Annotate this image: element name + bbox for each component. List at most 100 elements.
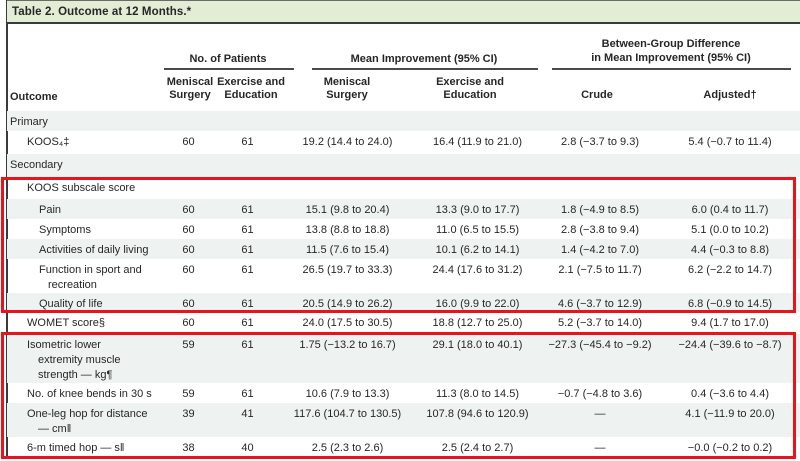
row-label: Secondary <box>7 154 162 177</box>
row-label-line: Secondary <box>10 159 63 171</box>
row-label: Function in sport and recreation <box>7 259 162 293</box>
table-cell <box>162 111 215 131</box>
group-header-between-group-line1: Between-Group Difference <box>601 38 741 50</box>
row-label: WOMET score§ <box>7 312 162 334</box>
table-row: Function in sport and recreation 60 61 26.5 … <box>7 259 800 293</box>
table-cell: 29.1 (18.0 to 40.1) <box>432 339 523 351</box>
table-cell: 59 <box>182 339 195 351</box>
table-cell: 117.6 (104.7 to 130.5) <box>293 408 402 420</box>
column-header-outcome: Outcome <box>10 91 58 103</box>
table-cell: 6.8 (−0.9 to 14.5) <box>687 298 773 310</box>
row-label: Pain <box>7 199 162 219</box>
table-cell: 16.0 (9.9 to 22.0) <box>435 298 520 310</box>
table-row: One-leg hop for distance — cm‖ 39 41 117.6 (… <box>7 403 800 437</box>
table-cell: — <box>594 442 606 454</box>
table-cell: 59 <box>182 388 195 400</box>
table-cell: 40 <box>241 442 254 454</box>
row-label: KOOS₄‡ <box>7 131 162 154</box>
row-label: Symptoms <box>7 219 162 239</box>
group-rule-mean <box>312 68 538 70</box>
subheader-exercise-education-n: Exercise and Education <box>217 76 285 101</box>
row-label-line: Primary <box>10 116 48 128</box>
row-label-line: KOOS subscale score <box>27 182 136 194</box>
table-row: KOOS₄‡ 60 61 19.2 (14.4 to 24.0) 16.4 (11.9 … <box>7 131 800 154</box>
table-cell: 60 <box>182 136 195 148</box>
table-cell: 19.2 (14.4 to 24.0) <box>302 136 393 148</box>
row-label-line: WOMET score§ <box>27 317 106 329</box>
table-cell <box>280 154 415 177</box>
row-label-line: recreation <box>48 279 97 291</box>
table-cell: 2.1 (−7.5 to 11.7) <box>558 264 642 276</box>
row-label-line: One-leg hop for distance <box>27 408 148 420</box>
table-cell: 61 <box>241 224 254 236</box>
row-label-line: Function in sport and <box>39 264 142 276</box>
table-cell <box>280 177 415 199</box>
table-cell: 5.2 (−3.7 to 14.0) <box>557 317 643 329</box>
table-cell <box>162 154 215 177</box>
table-cell: 60 <box>182 204 195 216</box>
table-cell <box>215 177 280 199</box>
table-cell: 11.5 (7.6 to 15.4) <box>306 244 389 256</box>
table-cell: 24.4 (17.6 to 31.2) <box>432 264 523 276</box>
table-cell <box>660 111 800 131</box>
row-label: KOOS subscale score <box>7 177 162 199</box>
table-cell: 18.8 (12.7 to 25.0) <box>432 317 523 329</box>
table-cell: 4.6 (−3.7 to 12.9) <box>557 298 643 310</box>
table-cell: 60 <box>182 224 195 236</box>
subheader-meniscal-surgery-n: Meniscal Surgery <box>166 76 214 101</box>
table-cell: 13.8 (8.8 to 18.8) <box>305 224 390 236</box>
table-title-bar: Table 2. Outcome at 12 Months.* <box>7 0 800 24</box>
group-header-no-of-patients: No. of Patients <box>189 53 267 65</box>
table-cell <box>660 177 800 199</box>
table-title: Table 2. Outcome at 12 Months.* <box>12 5 192 18</box>
table-cell: 13.3 (9.0 to 17.7) <box>435 204 520 216</box>
table-cell: 24.0 (17.5 to 30.5) <box>302 317 393 329</box>
table-cell: 61 <box>241 317 254 329</box>
row-label-line: Quality of life <box>39 298 103 310</box>
table-cell: −0.0 (−0.2 to 0.2) <box>687 442 773 454</box>
table-cell: — <box>594 408 606 420</box>
row-label-line: extremity muscle <box>38 354 121 366</box>
subheader-adjusted: Adjusted† <box>703 89 757 101</box>
table-cell: 61 <box>241 298 254 310</box>
row-label-line: KOOS₄‡ <box>27 136 70 148</box>
table-cell: 0.4 (−3.6 to 4.4) <box>691 388 769 400</box>
row-label-line: Pain <box>39 204 62 216</box>
table-cell: 107.8 (94.6 to 120.9) <box>426 408 529 420</box>
subheader-exercise-education-mi: Exercise and Education <box>436 76 504 101</box>
table-cell: −0.7 (−4.8 to 3.6) <box>557 388 643 400</box>
row-label-line: Symptoms <box>39 224 91 236</box>
table-cell: 15.1 (9.8 to 20.4) <box>305 204 390 216</box>
group-rule-patients <box>164 68 294 70</box>
table-cell <box>415 154 540 177</box>
group-header-mean-improvement: Mean Improvement (95% CI) <box>350 53 498 65</box>
table-cell: 11.0 (6.5 to 15.5) <box>436 224 519 236</box>
table-cell: 61 <box>241 388 254 400</box>
row-label-line: strength — kg¶ <box>38 369 113 381</box>
row-label-line: 6-m timed hop — s‖ <box>27 442 125 454</box>
table-cell: 39 <box>182 408 195 420</box>
table-cell: 2.8 (−3.8 to 9.4) <box>561 224 639 236</box>
row-label: No. of knee bends in 30 s <box>7 383 162 403</box>
table-cell <box>660 154 800 177</box>
row-label: 6-m timed hop — s‖ <box>7 437 162 459</box>
table-cell: 61 <box>241 244 254 256</box>
table-cell: 60 <box>182 244 195 256</box>
table-cell: 1.75 (−13.2 to 16.7) <box>299 339 396 351</box>
table-row: Pain 60 61 15.1 (9.8 to 20.4) 13.3 (9.0 to 1… <box>7 199 800 219</box>
row-label-line: Isometric lower <box>27 339 101 351</box>
table-cell <box>540 111 660 131</box>
table-row: No. of knee bends in 30 s 59 61 10.6 (7.9 t… <box>7 383 800 403</box>
table-cell: 2.8 (−3.7 to 9.3) <box>561 136 639 148</box>
table-cell: 9.4 (1.7 to 17.0) <box>691 317 769 329</box>
table-cell: 26.5 (19.7 to 33.3) <box>302 264 393 276</box>
table-column-header: Outcome No. of Patients Mean Improvement… <box>7 26 800 111</box>
table-row: Secondary <box>7 154 800 177</box>
table-cell <box>280 111 415 131</box>
table-cell: 61 <box>241 204 254 216</box>
table-row: Isometric lower extremity muscle strength … <box>7 334 800 383</box>
group-header-between-group: Between-Group Difference in Mean Improve… <box>551 37 791 65</box>
group-header-between-group-line2: in Mean Improvement (95% CI) <box>591 52 751 64</box>
table-cell <box>540 154 660 177</box>
table-cell: 10.6 (7.9 to 13.3) <box>305 388 390 400</box>
